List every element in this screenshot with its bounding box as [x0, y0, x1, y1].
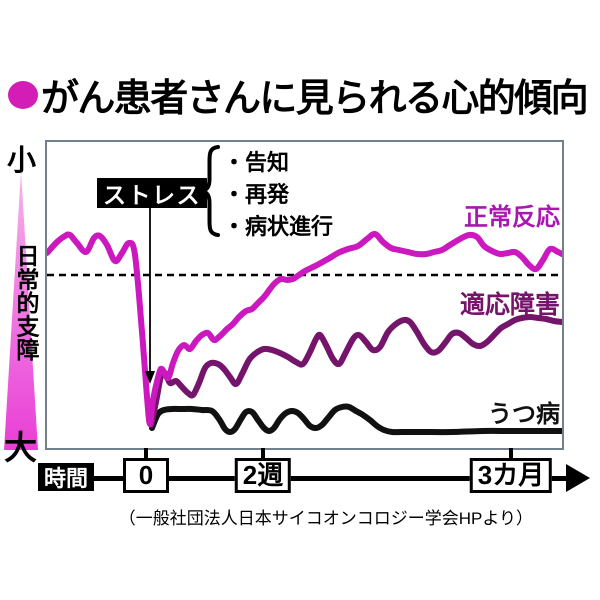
- series-label-normal: 正常反応: [464, 204, 560, 231]
- stress-cause-item: ・告知: [223, 150, 290, 175]
- curve-2: [47, 230, 562, 428]
- stress-cause-item: ・病状進行: [223, 214, 334, 239]
- y-axis-label: 日常的支障: [13, 244, 39, 362]
- time-tick-box: 0: [123, 458, 169, 493]
- attribution-text: （一般社団法人日本サイコオンコロジー学会HPより）: [118, 509, 533, 528]
- y-axis-top-label: 小: [7, 145, 37, 177]
- series-label-adjustment: 適応障害: [459, 291, 560, 319]
- stress-cause-item: ・再発: [223, 182, 290, 207]
- stress-arrow-head: [145, 371, 155, 384]
- time-tick-box: 3カ月: [469, 458, 553, 493]
- chart-canvas: [47, 208, 562, 436]
- series-label-depression: うつ病: [488, 401, 560, 428]
- plot-area: ストレス ・告知・再発・病状進行 正常反応 適応障害 うつ病: [45, 140, 564, 450]
- time-tick: [509, 448, 513, 459]
- time-axis-label: 時間: [38, 463, 94, 491]
- stress-annotation-box: ストレス: [97, 178, 207, 208]
- brace-icon: [201, 145, 220, 237]
- curve-1: [148, 314, 562, 428]
- time-axis: 時間 0 2週 3カ月: [0, 440, 600, 510]
- time-axis-line: [92, 476, 570, 481]
- stress-cause-list: ・告知・再発・病状進行: [223, 147, 333, 243]
- time-axis-arrow-icon: [566, 464, 590, 492]
- time-tick-box: 2週: [234, 458, 292, 493]
- time-tick: [261, 448, 265, 459]
- curve-0: [149, 403, 562, 436]
- title-bullet-icon: [8, 80, 38, 109]
- page-title: がん患者さんに見られる心的傾向: [8, 67, 589, 122]
- title-text: がん患者さんに見られる心的傾向: [41, 78, 589, 120]
- time-tick: [144, 448, 148, 459]
- y-axis-bottom-label: 大: [4, 429, 37, 466]
